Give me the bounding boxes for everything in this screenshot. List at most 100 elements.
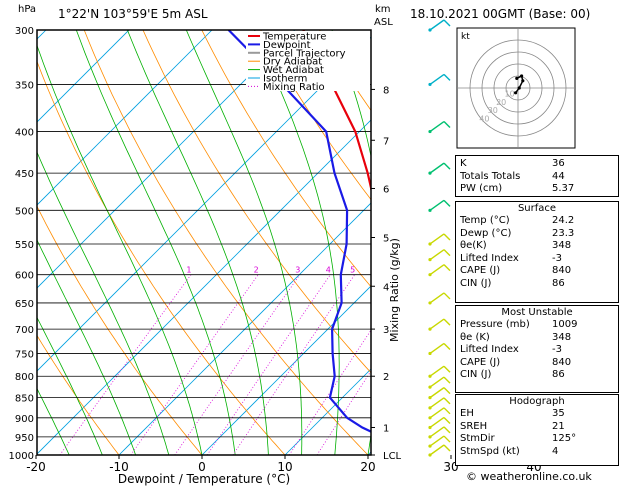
pressure-tick-label: 600 xyxy=(15,271,34,282)
x-tick-label: -10 xyxy=(109,460,129,474)
wind-barb-base xyxy=(428,242,432,246)
wind-barb-flag xyxy=(443,264,451,272)
wind-barb xyxy=(429,342,445,355)
legend-label: Wet Adiabat xyxy=(263,65,324,76)
wind-barb-flag xyxy=(443,416,451,424)
index-value: 86 xyxy=(552,369,565,381)
km-tick-label: 1 xyxy=(383,423,389,434)
km-label: km xyxy=(375,4,391,15)
wind-barb xyxy=(429,435,445,447)
wind-barb xyxy=(429,318,445,330)
legend-label: Parcel Trajectory xyxy=(263,48,346,59)
dry-adiabat-line xyxy=(37,60,286,455)
index-label: CIN (J) xyxy=(460,369,492,381)
dry-adiabat-line xyxy=(142,30,371,374)
index-row: StmDir 125° xyxy=(456,433,618,446)
wind-barb-flag xyxy=(443,318,451,326)
legend-label: Dewpoint xyxy=(263,40,311,51)
wind-barb-base xyxy=(428,444,432,448)
wind-barb xyxy=(429,444,445,456)
pressure-tick-label: 950 xyxy=(15,433,34,444)
isotherm-line xyxy=(118,202,371,455)
indices-surface-panel: Surface Temp (°C) 24.2 Dewp (°C) 23.3 θe(K) 3… xyxy=(455,201,619,303)
index-row: Lifted Index -3 xyxy=(456,253,618,266)
index-row: StmSpd (kt) 4 xyxy=(456,446,618,459)
wind-barb xyxy=(429,416,445,429)
wet-adiabat-line xyxy=(331,30,371,455)
index-value: 5.37 xyxy=(552,183,575,195)
hodograph-point xyxy=(514,91,518,95)
isotherm-line xyxy=(37,36,371,372)
index-value: -3 xyxy=(552,252,562,264)
index-value: 1009 xyxy=(552,319,578,330)
index-value: 24.2 xyxy=(552,215,575,226)
hodograph-title: Hodograph xyxy=(509,396,565,407)
dry-adiabat-line xyxy=(37,334,120,455)
index-value: 86 xyxy=(552,277,565,289)
wind-barb-flag xyxy=(443,444,451,452)
wind-barb xyxy=(429,376,445,388)
index-value: 44 xyxy=(552,170,565,182)
wind-barb-flag xyxy=(443,73,451,81)
surface-title: Surface xyxy=(517,203,557,214)
hodograph-point xyxy=(520,74,524,78)
mixing-ratio-label: 2 xyxy=(254,266,259,275)
wind-barb xyxy=(429,73,445,85)
wind-barb-base xyxy=(428,396,432,400)
wet-adiabat-line xyxy=(254,30,340,455)
hodograph-ring-label: 30 xyxy=(488,106,498,115)
mixing-ratio-label: 1 xyxy=(186,266,191,275)
wind-barb-base xyxy=(428,273,432,277)
wind-barb-base xyxy=(428,435,432,439)
wind-barb-flag xyxy=(443,162,451,170)
wind-barb-base xyxy=(428,82,432,87)
wind-barb-base xyxy=(428,425,432,430)
wind-barb-flag xyxy=(443,19,451,27)
index-value: 125° xyxy=(552,433,577,445)
index-row: CIN (J) 86 xyxy=(456,369,618,382)
index-value: -3 xyxy=(552,344,562,356)
wind-barb xyxy=(429,426,445,438)
wind-barb xyxy=(429,397,445,409)
wind-barb-base xyxy=(428,28,432,32)
index-row: Dewp (°C) 23.3 xyxy=(456,228,618,241)
legend-label: Mixing Ratio xyxy=(263,82,325,93)
index-value: 840 xyxy=(552,265,572,277)
wind-barb-base xyxy=(428,385,432,389)
legend-label: Temperature xyxy=(262,32,326,43)
wind-barb-flag xyxy=(443,199,451,207)
pressure-tick-label: 500 xyxy=(15,206,34,217)
index-label: StmSpd (kt) xyxy=(460,445,520,457)
index-label: CAPE (J) xyxy=(460,265,501,277)
indices-unstable-panel: Most Unstable Pressure (mb) 1009 θe (K) 348… xyxy=(455,305,619,393)
wind-barb-flag xyxy=(443,292,451,300)
dry-adiabat-line xyxy=(201,30,371,288)
header-datetime: 18.10.2021 00GMT (Base: 00) xyxy=(410,7,591,21)
wet-adiabat-line xyxy=(37,387,70,455)
wind-barb-flag xyxy=(443,397,451,405)
km-tick-label: 2 xyxy=(383,372,389,383)
x-tick-label: -20 xyxy=(26,460,46,474)
index-row: θe (K) 348 xyxy=(456,332,618,345)
hodograph-ring-label: 10 xyxy=(505,89,515,98)
hodograph-point xyxy=(521,79,525,83)
indices-hodograph-panel: Hodograph EH 35 SREH 21 StmDir 125° StmSpd (kt… xyxy=(455,394,619,466)
wind-barb xyxy=(429,249,445,261)
wind-barb-base xyxy=(428,258,432,262)
km-tick-label: 3 xyxy=(383,325,389,336)
index-row: Lifted Index -3 xyxy=(456,344,618,357)
wind-barb-flag xyxy=(443,233,451,241)
index-label: PW (cm) xyxy=(460,183,503,195)
x-tick-label: 30 xyxy=(443,460,458,474)
pressure-tick-label: 550 xyxy=(15,240,34,251)
mixing-ratio-label: 3 xyxy=(295,266,300,275)
wind-barb-flag xyxy=(443,407,451,415)
index-row: Pressure (mb) 1009 xyxy=(456,319,618,332)
mixing-ratio-label: 5 xyxy=(350,266,355,275)
hodograph-point xyxy=(515,76,519,80)
index-row: EH 35 xyxy=(456,408,618,421)
wind-barb-flag xyxy=(443,365,451,373)
index-row: Totals Totals 44 xyxy=(456,171,618,184)
mixing-ratio-axis-label: Mixing Ratio (g/kg) xyxy=(388,238,401,342)
